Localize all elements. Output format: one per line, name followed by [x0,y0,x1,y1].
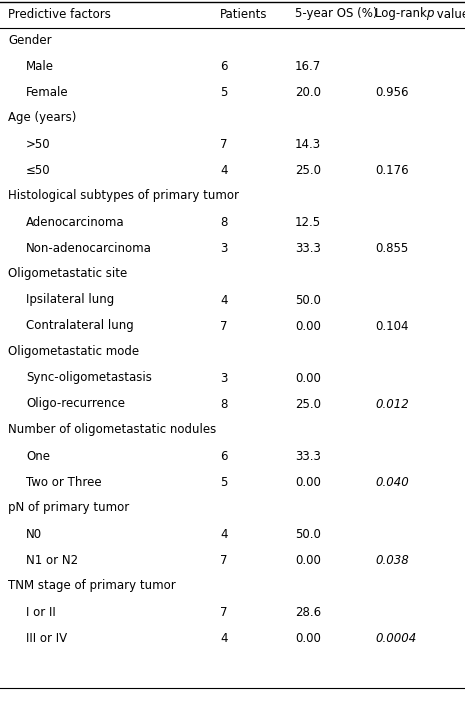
Text: III or IV: III or IV [26,632,67,644]
Text: 16.7: 16.7 [295,60,321,72]
Text: 50.0: 50.0 [295,294,321,306]
Text: 7: 7 [220,320,227,332]
Text: 7: 7 [220,554,227,566]
Text: 0.00: 0.00 [295,554,321,566]
Text: 4: 4 [220,294,227,306]
Text: 0.012: 0.012 [375,397,409,411]
Text: 25.0: 25.0 [295,163,321,177]
Text: 7: 7 [220,606,227,618]
Text: Age (years): Age (years) [8,111,76,125]
Text: 14.3: 14.3 [295,137,321,151]
Text: Contralateral lung: Contralateral lung [26,320,134,332]
Text: Male: Male [26,60,54,72]
Text: Sync-oligometastasis: Sync-oligometastasis [26,372,152,385]
Text: Predictive factors: Predictive factors [8,8,111,20]
Text: Two or Three: Two or Three [26,475,102,489]
Text: Non-adenocarcinoma: Non-adenocarcinoma [26,242,152,254]
Text: 0.00: 0.00 [295,475,321,489]
Text: Oligo-recurrence: Oligo-recurrence [26,397,125,411]
Text: 0.00: 0.00 [295,372,321,385]
Text: Oligometastatic mode: Oligometastatic mode [8,346,139,358]
Text: 28.6: 28.6 [295,606,321,618]
Text: N0: N0 [26,527,42,540]
Text: 33.3: 33.3 [295,449,321,463]
Text: Female: Female [26,86,69,99]
Text: 3: 3 [220,242,227,254]
Text: Oligometastatic site: Oligometastatic site [8,268,127,280]
Text: p: p [426,8,433,20]
Text: I or II: I or II [26,606,56,618]
Text: 3: 3 [220,372,227,385]
Text: Patients: Patients [220,8,267,20]
Text: 0.956: 0.956 [375,86,408,99]
Text: 0.855: 0.855 [375,242,408,254]
Text: Log-rank: Log-rank [375,8,431,20]
Text: 0.00: 0.00 [295,320,321,332]
Text: One: One [26,449,50,463]
Text: Adenocarcinoma: Adenocarcinoma [26,215,125,229]
Text: 4: 4 [220,163,227,177]
Text: 0.176: 0.176 [375,163,409,177]
Text: Number of oligometastatic nodules: Number of oligometastatic nodules [8,423,216,437]
Text: Histological subtypes of primary tumor: Histological subtypes of primary tumor [8,189,239,203]
Text: 25.0: 25.0 [295,397,321,411]
Text: 7: 7 [220,137,227,151]
Text: Gender: Gender [8,34,52,46]
Text: 5-year OS (%): 5-year OS (%) [295,8,378,20]
Text: 4: 4 [220,527,227,540]
Text: ≤50: ≤50 [26,163,51,177]
Text: value: value [433,8,465,20]
Text: 0.0004: 0.0004 [375,632,416,644]
Text: Ipsilateral lung: Ipsilateral lung [26,294,114,306]
Text: 20.0: 20.0 [295,86,321,99]
Text: >50: >50 [26,137,51,151]
Text: 0.104: 0.104 [375,320,408,332]
Text: 8: 8 [220,397,227,411]
Text: 0.040: 0.040 [375,475,409,489]
Text: 5: 5 [220,86,227,99]
Text: TNM stage of primary tumor: TNM stage of primary tumor [8,580,176,592]
Text: 5: 5 [220,475,227,489]
Text: 4: 4 [220,632,227,644]
Text: 6: 6 [220,449,227,463]
Text: 50.0: 50.0 [295,527,321,540]
Text: N1 or N2: N1 or N2 [26,554,78,566]
Text: 12.5: 12.5 [295,215,321,229]
Text: pN of primary tumor: pN of primary tumor [8,501,129,515]
Text: 0.038: 0.038 [375,554,409,566]
Text: 6: 6 [220,60,227,72]
Text: 0.00: 0.00 [295,632,321,644]
Text: 8: 8 [220,215,227,229]
Text: 33.3: 33.3 [295,242,321,254]
